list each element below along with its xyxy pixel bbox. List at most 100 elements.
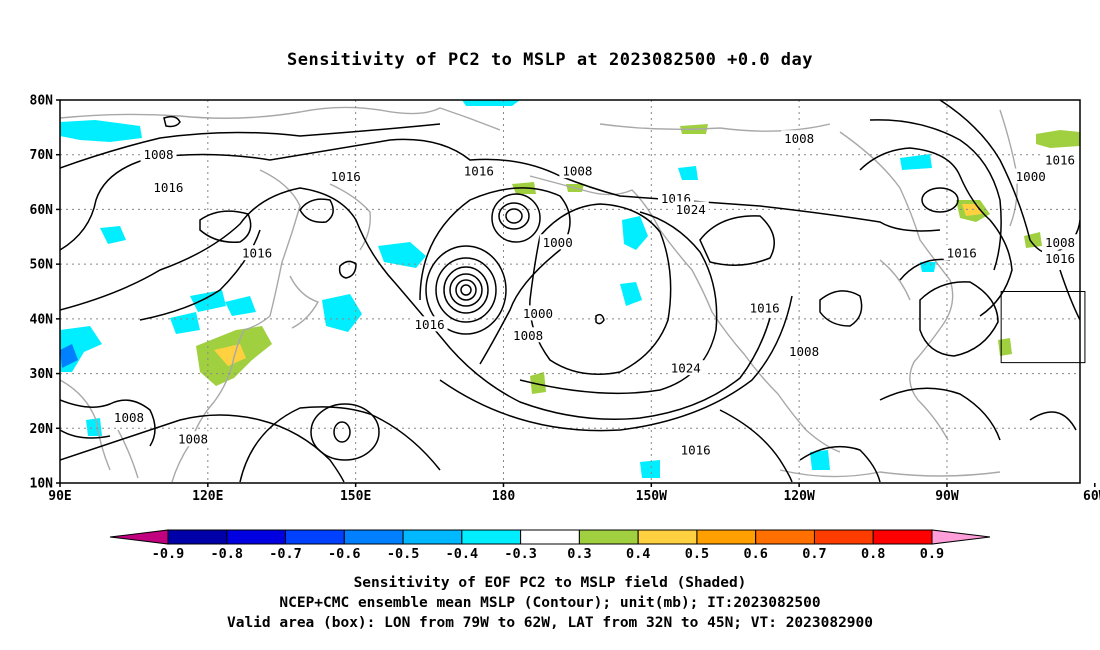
colorbar-label: -0.7 (269, 546, 302, 562)
contour-label: 1024 (676, 202, 706, 217)
colorbar-segment (226, 529, 287, 545)
colorbar-label: -0.6 (328, 546, 361, 562)
latitude-labels: 80N 70N 60N 50N 40N 30N 20N 10N (30, 94, 60, 492)
plot-frame (59, 99, 1081, 484)
contour-label-background (327, 168, 364, 184)
colorbar-label: -0.5 (387, 546, 420, 562)
contour-label: 1016 (415, 317, 445, 332)
contour-label: 1016 (750, 300, 780, 315)
contour-label: 1008 (513, 328, 543, 343)
contour-label-background (943, 245, 980, 261)
contour-label: 1016 (1045, 251, 1075, 266)
contour-label-background (1012, 168, 1049, 184)
lat-tick-label: 30N (30, 367, 54, 382)
contour-label-background (140, 146, 177, 162)
contour-label-background (786, 343, 823, 359)
colorbar-label: -0.8 (211, 546, 244, 562)
colorbar-label: 0.6 (743, 546, 767, 562)
colorbar-segment (696, 529, 757, 545)
contour-label-background (746, 299, 783, 315)
colorbar: -0.9 -0.8 -0.7 -0.6 -0.5 -0.4 -0.3 0.3 0.4 0.5 0.6… (109, 529, 991, 562)
lat-tick-label: 40N (30, 312, 54, 327)
contour-label-background (1042, 250, 1078, 266)
contour-label-background (1042, 152, 1078, 168)
contour-label-background (1042, 234, 1078, 250)
contour-label-background (781, 130, 818, 146)
colorbar-segment (637, 529, 698, 545)
colorbar-segment (402, 529, 463, 545)
longitude-labels: 90E 120E 150E 180 150W 120W 90W 60W (48, 483, 1100, 504)
contour-label-background (110, 409, 147, 425)
lat-tick-label: 70N (30, 148, 54, 163)
colorbar-segment (461, 529, 522, 545)
contour-label-background (539, 234, 576, 250)
contour-label: 1000 (1016, 169, 1046, 184)
caption-line-shading: Sensitivity of EOF PC2 to MSLP field (Sh… (353, 575, 747, 591)
page-title: Sensitivity of PC2 to MSLP at 2023082500… (286, 50, 813, 70)
lon-tick-label: 60W (1083, 489, 1100, 504)
contour-label: 1008 (562, 164, 592, 179)
contour-label: 1008 (1045, 235, 1075, 250)
colorbar-label: 0.5 (685, 546, 709, 562)
contour-label-background (510, 327, 547, 343)
lat-tick-label: 80N (30, 94, 54, 109)
colorbar-label: 0.4 (626, 546, 650, 562)
contour-label: 1008 (784, 131, 814, 146)
contour-label-background (239, 245, 276, 261)
colorbar-segment (167, 529, 228, 545)
contour-label-background (559, 163, 596, 179)
mslp-contours (60, 100, 1080, 483)
lat-tick-label: 50N (30, 258, 54, 273)
contour-label: 1000 (543, 235, 573, 250)
contour-label: 1008 (143, 147, 173, 162)
contour-label: 1000 (523, 306, 553, 321)
lon-tick-label: 90W (935, 489, 959, 504)
colorbar-segment (285, 529, 345, 545)
contour-label: 1016 (153, 180, 183, 195)
contour-label: 1016 (1045, 153, 1075, 168)
lon-tick-label: 120W (783, 489, 814, 504)
lon-tick-label: 180 (492, 489, 516, 504)
contour-label-background (667, 360, 704, 376)
colorbar-segment (578, 529, 639, 545)
caption-line-contour: NCEP+CMC ensemble mean MSLP (Contour); u… (279, 595, 821, 611)
colorbar-label: -0.3 (504, 546, 537, 562)
contour-label-background (411, 316, 448, 332)
contour-label: 1016 (464, 164, 494, 179)
contour-label: 1008 (789, 344, 819, 359)
lon-tick-label: 150E (340, 489, 371, 504)
contour-label: 1016 (242, 246, 272, 261)
caption-line-valid-area: Valid area (box): LON from 79W to 62W, L… (226, 615, 873, 631)
contour-label-background (672, 201, 709, 217)
contour-label: 1008 (178, 432, 208, 447)
lon-tick-label: 150W (636, 489, 667, 504)
contour-label-background (460, 163, 497, 179)
colorbar-segment (872, 529, 933, 545)
colorbar-high-triangle (931, 529, 991, 545)
valid-area-box (1000, 291, 1086, 364)
colorbar-label: -0.9 (152, 546, 185, 562)
figure-caption: Sensitivity of EOF PC2 to MSLP field (Sh… (0, 573, 1100, 633)
colorbar-segment (813, 529, 874, 545)
colorbar-segment (755, 529, 815, 545)
colorbar-segment (343, 529, 404, 545)
colorbar-label: 0.9 (920, 546, 944, 562)
contour-label: 1016 (947, 246, 977, 261)
colorbar-label: 0.8 (861, 546, 885, 562)
lat-tick-label: 20N (30, 422, 54, 437)
colorbar-low-triangle (109, 529, 169, 545)
contour-label-background (175, 431, 212, 447)
contour-label: 1016 (681, 443, 711, 458)
lat-tick-label: 60N (30, 203, 54, 218)
colorbar-segment (520, 529, 580, 545)
sensitivity-shading (60, 100, 1080, 478)
lon-tick-label: 90E (48, 489, 71, 504)
colorbar-label: 0.7 (802, 546, 826, 562)
contour-label-background (150, 179, 187, 195)
contour-label-background (677, 442, 714, 458)
contour-label: 1016 (331, 169, 361, 184)
contour-label-background (519, 305, 556, 321)
lon-tick-label: 120E (192, 489, 223, 504)
